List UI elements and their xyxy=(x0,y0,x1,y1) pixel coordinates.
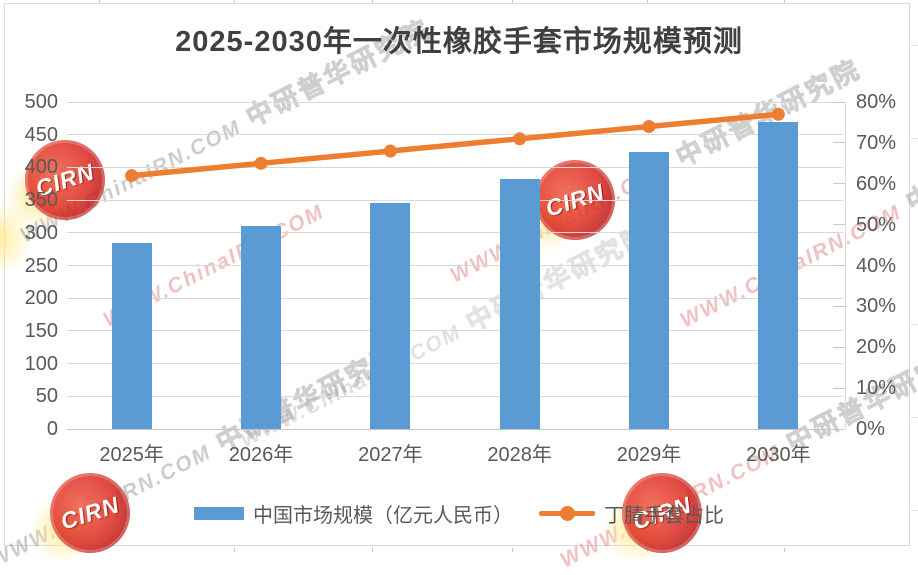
left-axis-tick: 500 xyxy=(24,91,58,113)
right-axis-tick xyxy=(833,346,845,348)
right-axis-tick xyxy=(833,183,845,185)
right-axis-tick-label: 40% xyxy=(856,254,897,277)
gridline xyxy=(67,101,843,103)
x-axis-label: 2025年 xyxy=(99,444,164,466)
point-2029年 xyxy=(642,120,656,134)
right-axis-line xyxy=(845,102,846,429)
gridline xyxy=(67,428,843,430)
legend-item-nitrile-share: 丁腈手套占比 xyxy=(539,499,724,528)
right-axis-tick-label: 30% xyxy=(856,295,897,318)
bar-2025年 xyxy=(111,242,152,429)
right-axis-tick-label: 60% xyxy=(856,172,897,195)
gridline xyxy=(67,395,843,397)
right-axis-tick-label: 0% xyxy=(856,418,885,440)
gridline xyxy=(67,330,843,332)
x-axis-label: 2030年 xyxy=(746,444,811,466)
right-axis-tick xyxy=(833,305,845,307)
right-axis-tick xyxy=(833,142,845,144)
x-axis-label: 2026年 xyxy=(228,444,294,466)
line-path xyxy=(128,111,782,179)
chart-title: 2025-2030年一次性橡胶手套市场规模预测 xyxy=(175,26,743,58)
left-axis-tick: 50 xyxy=(35,385,58,408)
gridline xyxy=(67,166,843,168)
right-axis-tick xyxy=(833,224,845,226)
bar-2029年 xyxy=(629,152,669,429)
legend-label: 丁腈手套占比 xyxy=(604,505,724,527)
gridline xyxy=(67,232,843,234)
point-2027年 xyxy=(383,144,397,158)
gridline xyxy=(67,265,843,266)
point-2028年 xyxy=(513,132,527,146)
point-2030年 xyxy=(771,107,785,121)
right-axis-tick-label: 50% xyxy=(856,213,897,236)
legend-label: 中国市场规模（亿元人民币） xyxy=(253,505,513,527)
left-axis-tick: 150 xyxy=(24,319,58,342)
right-axis-tick-label: 20% xyxy=(856,336,897,359)
bar-series-swatch-icon xyxy=(194,507,244,520)
gridline xyxy=(67,363,843,365)
left-axis-tick: 100 xyxy=(24,352,58,375)
right-axis-tick-label: 80% xyxy=(856,91,897,113)
gridline xyxy=(67,199,843,201)
x-axis-label: 2028年 xyxy=(487,444,552,466)
left-axis-tick: 200 xyxy=(24,287,58,310)
right-axis-tick xyxy=(833,265,845,266)
left-axis-tick: 0 xyxy=(46,418,58,440)
bar-2030年 xyxy=(758,121,799,429)
chart-legend: 中国市场规模（亿元人民币） 丁腈手套占比 xyxy=(0,499,918,528)
gridline xyxy=(67,297,843,299)
right-axis-tick-label: 10% xyxy=(856,377,897,400)
right-axis-tick xyxy=(833,428,845,430)
bar-2026年 xyxy=(241,226,281,429)
x-axis-label: 2029年 xyxy=(616,444,682,466)
x-axis-label: 2027年 xyxy=(358,444,423,466)
left-axis-tick: 250 xyxy=(24,254,58,277)
bar-2027年 xyxy=(370,203,411,429)
point-2025年 xyxy=(125,169,139,183)
gridline xyxy=(67,134,843,136)
legend-item-market-size: 中国市场规模（亿元人民币） xyxy=(194,499,513,528)
right-axis-tick xyxy=(833,387,845,389)
right-axis-tick xyxy=(833,101,845,103)
right-axis-tick-label: 70% xyxy=(856,131,897,154)
line-series xyxy=(125,107,785,183)
point-2026年 xyxy=(254,156,268,170)
line-series-marker-icon xyxy=(539,506,595,521)
